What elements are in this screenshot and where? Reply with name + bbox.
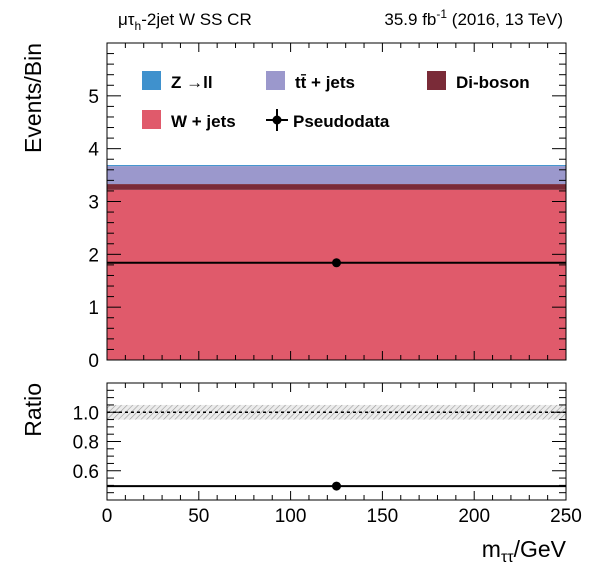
legend-swatch-ttbar-jets	[266, 71, 285, 90]
legend-label-z-ll: Z →ll	[171, 73, 213, 92]
ratio-content	[107, 404, 566, 491]
pseudodata-series	[107, 258, 566, 268]
main-ytick-label: 0	[88, 351, 99, 372]
ratio-xtick-label: 50	[188, 506, 209, 527]
ratio-point-0	[332, 481, 341, 491]
luminosity-label: 35.9 fb-1 (2016, 13 TeV)	[384, 7, 563, 29]
bar-2	[107, 166, 566, 185]
ratio-xtick-label: 250	[550, 506, 582, 527]
channel-label: μτh-2jet W SS CR	[118, 10, 252, 33]
ratio-panel: 0.6 0.8 1.0 0 50 100 150 200 250 Ratio mττ/GeV	[20, 382, 582, 566]
legend-item-diboson: Di-boson	[427, 71, 530, 92]
ratio-axes: 0.6 0.8 1.0 0 50 100 150 200 250	[73, 382, 582, 527]
ratio-xtick-label: 150	[367, 506, 399, 527]
main-ytick-label: 1	[88, 298, 99, 319]
main-axes: 0 1 2 3 4 5	[88, 43, 567, 372]
legend: Z →ll tt̄ + jets Di-boson W + jets Pseud…	[142, 71, 530, 131]
ratio-xtick-label: 0	[102, 506, 113, 527]
ratio-xtick-label: 100	[275, 506, 307, 527]
legend-item-ttbar-jets: tt̄ + jets	[266, 71, 355, 92]
legend-label-ttbar-jets: tt̄ + jets	[295, 73, 355, 92]
legend-marker-dot	[272, 115, 282, 125]
legend-swatch-diboson	[427, 71, 446, 90]
main-panel: 0 1 2 3 4 5 Events/Bin Z →ll tt̄ + jets Di-bo…	[20, 42, 567, 372]
main-y-axis-label: Events/Bin	[20, 43, 46, 153]
stacked-bars	[107, 165, 566, 360]
legend-item-wjets: W + jets	[142, 110, 236, 131]
x-axis-label: mττ/GeV	[482, 536, 567, 566]
ratio-y-axis-label: Ratio	[20, 383, 46, 437]
ratio-xtick-label: 200	[458, 506, 490, 527]
ratio-ytick-label: 1.0	[73, 403, 99, 424]
legend-label-diboson: Di-boson	[456, 73, 530, 92]
bar-1	[107, 184, 566, 190]
main-ytick-label: 4	[88, 140, 99, 161]
legend-label-pseudodata: Pseudodata	[293, 112, 390, 131]
legend-swatch-wjets	[142, 110, 161, 129]
legend-item-pseudodata: Pseudodata	[266, 109, 390, 131]
main-ytick-label: 2	[88, 245, 99, 266]
legend-label-wjets: W + jets	[171, 112, 236, 131]
legend-item-z-ll: Z →ll	[142, 71, 213, 92]
ratio-ytick-label: 0.8	[73, 433, 99, 454]
bar-0	[107, 189, 566, 360]
ratio-ytick-label: 0.6	[73, 462, 99, 483]
main-ytick-label: 5	[88, 87, 99, 108]
bar-3	[107, 165, 566, 167]
pseudodata-point	[332, 258, 341, 268]
legend-swatch-z-ll	[142, 71, 161, 90]
main-ytick-label: 3	[88, 193, 99, 214]
